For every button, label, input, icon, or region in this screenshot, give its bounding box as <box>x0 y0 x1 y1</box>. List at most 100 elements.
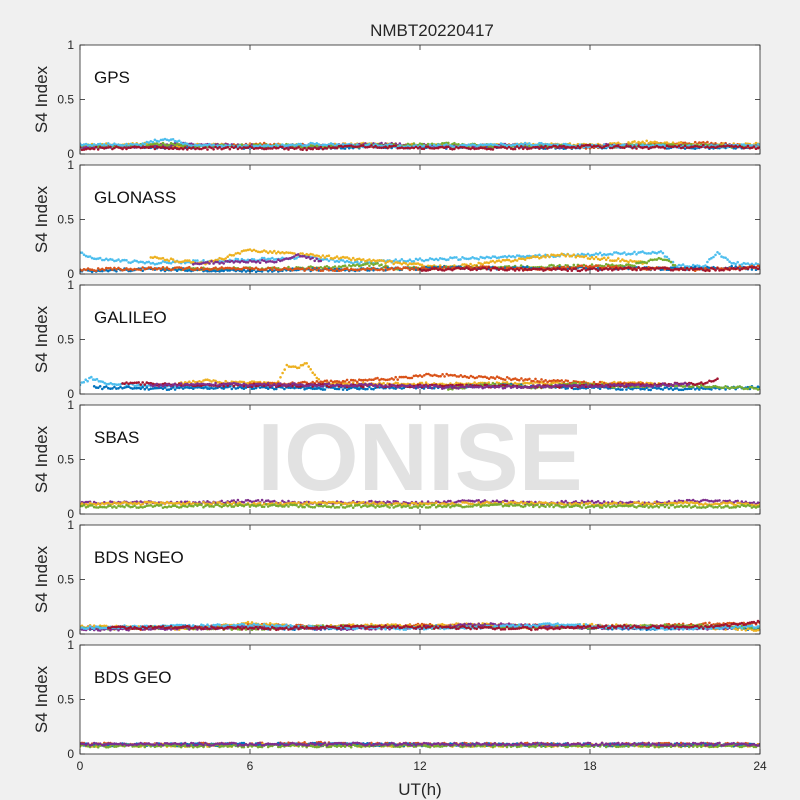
figure-title: NMBT20220417 <box>370 21 494 40</box>
data-point <box>653 145 657 149</box>
data-point <box>273 146 276 149</box>
data-point <box>394 381 398 385</box>
data-point <box>714 146 717 149</box>
data-point <box>157 267 161 270</box>
data-point <box>617 144 620 148</box>
data-point <box>428 386 432 390</box>
data-point <box>82 253 86 256</box>
data-point <box>637 144 640 148</box>
data-point <box>649 252 652 255</box>
data-point <box>370 268 373 271</box>
data-point <box>335 146 339 150</box>
data-point <box>107 267 110 270</box>
data-point <box>491 255 495 258</box>
data-point <box>360 260 363 264</box>
data-point <box>90 375 93 379</box>
data-point <box>319 269 323 273</box>
data-point <box>250 269 254 273</box>
data-point <box>424 269 428 272</box>
data-point <box>408 268 412 272</box>
data-point <box>398 261 402 265</box>
data-point <box>402 375 406 379</box>
data-point <box>315 387 319 390</box>
data-point <box>200 380 203 384</box>
data-point <box>706 268 709 271</box>
data-point <box>107 146 110 149</box>
data-point <box>574 267 578 270</box>
data-point <box>287 145 290 149</box>
data-point <box>625 253 628 256</box>
data-point <box>671 263 675 267</box>
data-point <box>204 143 207 147</box>
data-point <box>528 382 531 385</box>
data-point <box>611 268 614 272</box>
data-point <box>402 261 406 265</box>
data-point <box>135 259 138 263</box>
data-point <box>631 387 634 391</box>
data-point <box>127 146 130 149</box>
data-point <box>647 382 650 385</box>
data-point <box>295 366 299 370</box>
data-point <box>101 267 104 271</box>
data-point <box>481 375 485 379</box>
data-point <box>429 373 432 377</box>
data-point <box>266 266 270 270</box>
data-point <box>754 145 758 148</box>
data-point <box>647 266 650 269</box>
data-point <box>734 265 737 268</box>
data-point <box>103 143 106 146</box>
data-point <box>602 381 606 385</box>
data-point <box>564 379 568 382</box>
data-point <box>406 266 410 270</box>
data-point <box>313 387 317 391</box>
data-point <box>637 251 640 254</box>
data-point <box>165 144 169 147</box>
data-point <box>696 145 699 148</box>
data-point <box>615 251 618 254</box>
data-point <box>473 264 476 267</box>
data-point <box>560 379 563 382</box>
data-point <box>677 144 681 148</box>
data-point <box>432 258 436 262</box>
data-point <box>661 145 665 149</box>
data-point <box>313 142 317 146</box>
data-point <box>349 261 353 264</box>
data-point <box>240 267 244 271</box>
data-point <box>285 363 289 367</box>
data-point <box>341 259 345 262</box>
data-point <box>232 266 236 270</box>
data-point <box>515 142 519 146</box>
data-point <box>194 145 197 148</box>
data-point <box>297 381 300 385</box>
data-point <box>325 143 329 147</box>
data-point <box>323 388 327 391</box>
data-point <box>661 251 665 255</box>
data-point <box>600 268 604 272</box>
data-point <box>88 255 92 258</box>
data-point <box>675 145 679 149</box>
data-point <box>275 143 278 146</box>
data-point <box>335 259 339 263</box>
data-point <box>372 266 375 270</box>
data-point <box>161 141 165 145</box>
data-point <box>208 387 211 391</box>
data-point <box>436 258 440 262</box>
data-point <box>337 387 341 391</box>
data-point <box>515 259 519 262</box>
data-point <box>623 146 626 150</box>
data-point <box>580 381 584 384</box>
data-point <box>487 143 491 146</box>
data-point <box>426 268 430 272</box>
data-point <box>212 267 215 270</box>
data-point <box>353 386 357 389</box>
data-point <box>382 378 385 381</box>
data-point <box>483 143 487 146</box>
data-point <box>86 269 90 272</box>
data-point <box>258 144 262 147</box>
data-point <box>129 386 132 390</box>
data-point <box>183 386 187 389</box>
data-point <box>275 252 278 255</box>
data-point <box>459 374 463 377</box>
data-point <box>234 268 238 271</box>
data-point <box>463 263 466 266</box>
